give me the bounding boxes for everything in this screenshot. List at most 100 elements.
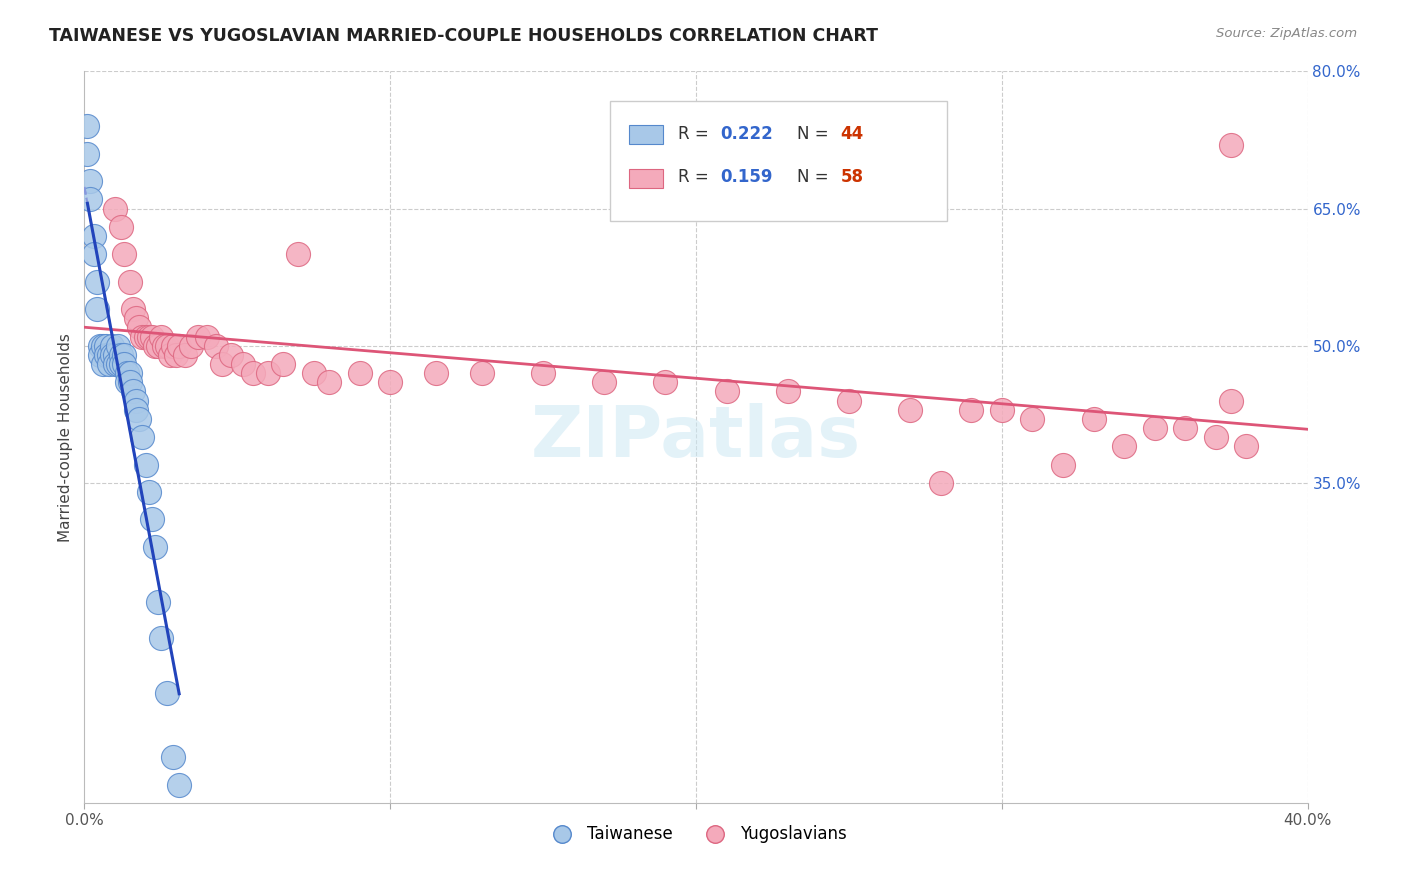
Point [141,329,163,343]
Point [76,120,98,134]
Point [110,219,132,234]
Point [104,202,127,216]
Point [101,348,124,362]
Text: R =: R = [678,125,714,143]
Point [125,402,148,417]
Point [120,366,142,380]
Point [162,750,184,764]
Bar [628,126,664,144]
Point [654,375,676,389]
Point [156,338,179,352]
Point [1083,412,1105,426]
Point [1236,439,1258,453]
Point [165,348,187,362]
Text: ZIPatlas: ZIPatlas [531,402,860,472]
Point [531,366,554,380]
Point [76,146,98,161]
Point [110,357,132,371]
Point [94,338,117,352]
Point [349,366,371,380]
Point [125,393,148,408]
Point [122,301,145,317]
Point [86,301,108,317]
Point [776,384,799,399]
Point [97,348,120,362]
Point [86,275,108,289]
Point [1220,393,1243,408]
Point [107,357,129,371]
Point [79,192,101,206]
Point [91,338,114,352]
Point [593,375,616,389]
Point [153,338,176,352]
Point [131,329,153,343]
Legend: Taiwanese, Yugoslavians: Taiwanese, Yugoslavians [538,818,853,849]
Point [195,329,218,343]
Point [991,402,1014,417]
Point [1143,421,1166,435]
Point [97,357,120,371]
Point [898,402,921,417]
Point [1114,439,1136,453]
Point [83,247,105,261]
Point [149,329,172,343]
Point [112,247,135,261]
Text: 44: 44 [841,125,863,143]
Point [1052,458,1074,472]
Point [104,357,127,371]
Y-axis label: Married-couple Households: Married-couple Households [58,333,73,541]
Point [128,412,150,426]
Point [83,229,105,244]
Text: 0.222: 0.222 [720,125,773,143]
Point [1174,421,1197,435]
Point [125,311,148,326]
Point [167,338,190,352]
Point [89,338,111,352]
Point [174,348,197,362]
Point [141,512,163,526]
Point [101,338,124,352]
Point [302,366,325,380]
Point [180,338,202,352]
Point [287,247,309,261]
Point [232,357,254,371]
Point [135,329,157,343]
Point [91,357,114,371]
Text: 58: 58 [841,169,863,186]
Point [115,366,138,380]
Point [122,384,145,399]
Point [131,430,153,444]
Point [135,458,157,472]
Point [138,329,160,343]
Point [1021,412,1043,426]
Point [128,320,150,334]
Point [716,384,738,399]
Text: R =: R = [678,169,714,186]
Point [107,338,129,352]
Point [242,366,264,380]
Text: 0.159: 0.159 [720,169,773,186]
Point [104,348,127,362]
Point [1220,137,1243,152]
Text: TAIWANESE VS YUGOSLAVIAN MARRIED-COUPLE HOUSEHOLDS CORRELATION CHART: TAIWANESE VS YUGOSLAVIAN MARRIED-COUPLE … [49,27,879,45]
Point [471,366,494,380]
Point [146,594,169,608]
Point [162,338,184,352]
Point [120,375,142,389]
Point [120,275,142,289]
Point [112,357,135,371]
Point [1205,430,1227,444]
Bar [628,169,664,187]
Point [149,632,172,646]
Point [138,485,160,500]
Point [425,366,447,380]
Point [146,338,169,352]
Point [156,686,179,700]
Point [143,338,166,352]
Point [271,357,294,371]
Point [115,375,138,389]
Point [219,348,242,362]
Text: N =: N = [797,169,834,186]
Point [929,475,952,490]
Point [257,366,280,380]
